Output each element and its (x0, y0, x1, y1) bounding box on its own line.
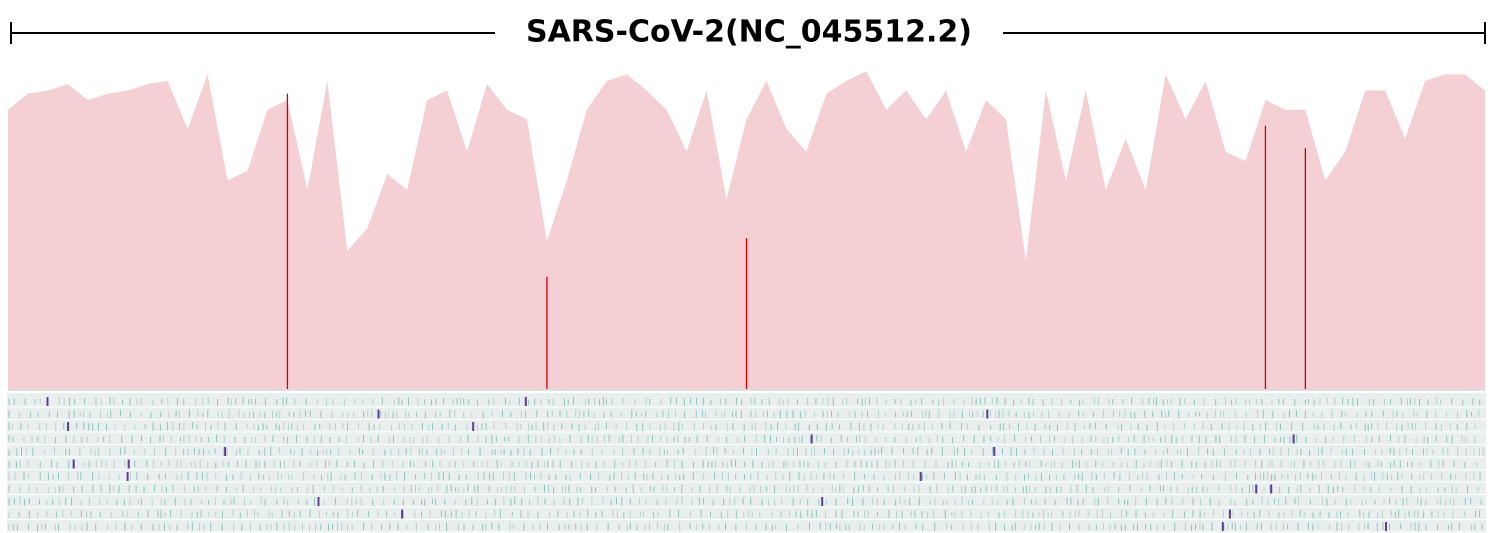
read-insertion (821, 497, 823, 506)
read-insertion (920, 472, 922, 481)
chart-title: SARS-CoV-2(NC_045512.2) (526, 15, 972, 50)
read-insertion (224, 447, 226, 456)
read-insertion (128, 460, 130, 469)
read-insertion (67, 422, 69, 431)
read-insertion (47, 397, 49, 406)
read-insertion (1385, 522, 1387, 531)
read-insertion (986, 410, 988, 419)
read-insertion (811, 435, 813, 444)
read-insertion (1229, 510, 1231, 519)
read-insertion (472, 422, 474, 431)
read-insertion (401, 510, 403, 519)
read-insertion (1270, 485, 1272, 494)
read-insertion (127, 472, 129, 481)
read-insertion (1293, 435, 1295, 444)
read-insertion (1255, 485, 1257, 494)
read-insertion (378, 410, 380, 419)
browser-view: SARS-CoV-2(NC_045512.2) (0, 0, 1496, 533)
read-insertion (318, 497, 320, 506)
read-insertion (1222, 522, 1224, 531)
read-insertion (525, 397, 527, 406)
read-insertion (73, 460, 75, 469)
read-insertion (993, 447, 995, 456)
